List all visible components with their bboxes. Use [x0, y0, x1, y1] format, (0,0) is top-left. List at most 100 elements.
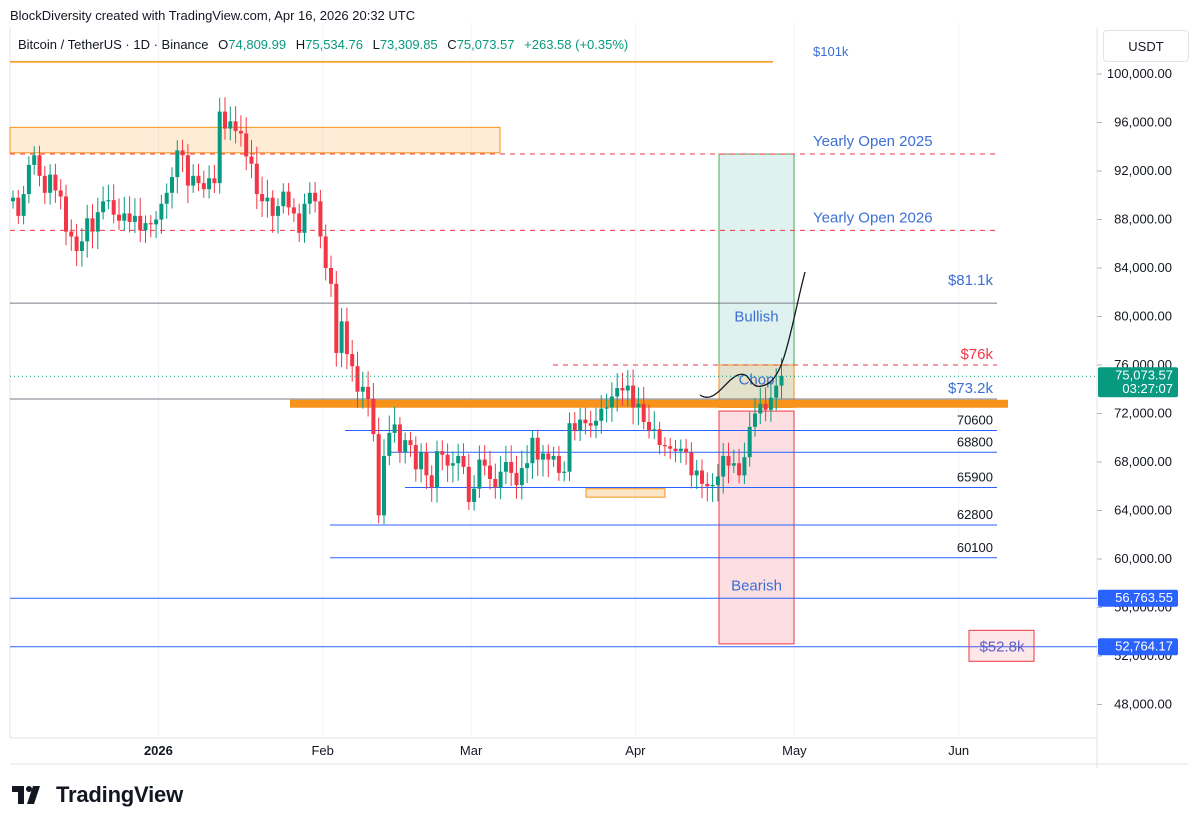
candle-body [244, 133, 249, 157]
currency-unit-button[interactable]: USDT [1103, 30, 1189, 62]
candle-body [556, 455, 561, 473]
level-label: 62800 [957, 507, 993, 522]
level-label: 60100 [957, 540, 993, 555]
candle-body [106, 200, 111, 202]
candle-body [710, 485, 715, 487]
candle-body [196, 175, 201, 184]
candle-body [519, 468, 524, 486]
candle-body [201, 183, 206, 190]
tradingview-brand[interactable]: TradingView [12, 782, 183, 808]
candle-body [594, 420, 598, 426]
candle-body [249, 156, 254, 164]
candle-body [493, 478, 498, 488]
y-tick-label: 96,000.00 [1114, 115, 1172, 130]
candle-body [48, 174, 53, 193]
candle-body [16, 197, 21, 216]
y-tick-label: 48,000.00 [1114, 697, 1172, 712]
candle-body [11, 197, 15, 202]
candle-body [715, 476, 720, 486]
candle-body [726, 455, 731, 466]
candle-body [694, 470, 699, 476]
zone-label: Bullish [734, 308, 778, 325]
candle-body [302, 203, 307, 233]
candle-body [85, 218, 90, 242]
low-value: 73,309.85 [379, 37, 438, 52]
candlestick-chart[interactable]: 100,000.00 96,000.00 92,000.00 88,000.00 84,… [0, 0, 1200, 770]
candle-body [159, 203, 164, 220]
candle-body [572, 423, 577, 431]
candle-body [705, 483, 710, 487]
y-tick-label: 68,000.00 [1114, 454, 1172, 469]
candle-body [228, 121, 233, 129]
symbol-name[interactable]: Bitcoin / TetherUS · 1D · Binance [18, 37, 209, 52]
candle-body [466, 466, 471, 503]
candle-body [260, 194, 265, 202]
candle-body [95, 212, 100, 232]
zone-label: Bearish [731, 578, 782, 595]
candle-body [615, 388, 620, 397]
zone-box [9, 126, 501, 154]
candle-body [567, 423, 572, 472]
candle-body [482, 459, 487, 466]
y-tick-label: 92,000.00 [1114, 163, 1172, 178]
candle-body [313, 192, 318, 202]
level-label: $73.2k [948, 380, 994, 397]
candle-body [334, 283, 339, 353]
open-value: 74,809.99 [228, 37, 287, 52]
candle-body [281, 191, 286, 207]
level-label: 65900 [957, 469, 993, 484]
candle-body [58, 190, 63, 197]
candle-body [429, 475, 434, 488]
candle-body [662, 445, 667, 447]
x-tick-label: 2026 [144, 743, 173, 758]
level-label: Yearly Open 2026 [813, 209, 933, 226]
candle-body [541, 453, 545, 460]
candle-body [318, 201, 323, 237]
candle-body [291, 207, 296, 214]
candle-body [265, 197, 270, 202]
candle-body [445, 454, 450, 466]
candle-body [599, 408, 604, 421]
candle-body [64, 196, 68, 232]
candle-body [758, 403, 763, 414]
candle-body [498, 471, 503, 488]
candle-body [424, 452, 429, 476]
candle-body [700, 470, 704, 484]
annotation-box [968, 629, 1035, 662]
candle-body [307, 192, 312, 204]
candle-body [753, 413, 757, 427]
price-badge [1098, 367, 1178, 398]
candle-body [509, 462, 514, 473]
candle-body [525, 463, 530, 469]
candle-body [578, 419, 583, 431]
candle-body [238, 130, 243, 134]
y-tick-label: 84,000.00 [1114, 260, 1172, 275]
y-tick-label: 60,000.00 [1114, 551, 1172, 566]
candle-body [180, 150, 185, 156]
candle-body [355, 366, 360, 392]
candle-body [546, 453, 551, 460]
zone-box [585, 488, 666, 498]
candle-body [387, 432, 392, 456]
candle-body [397, 424, 402, 453]
candle-body [164, 192, 169, 204]
zone-box [718, 153, 795, 402]
candle-body [641, 403, 646, 422]
candle-body [53, 174, 58, 191]
candle-body [132, 215, 137, 222]
candle-body [42, 175, 47, 193]
candle-body [461, 455, 466, 467]
level-label: 68800 [957, 434, 993, 449]
price-badge-countdown: 03:27:07 [1122, 381, 1173, 396]
chart-attribution: BlockDiversity created with TradingView.… [10, 8, 416, 23]
candle-body [37, 155, 42, 176]
candle-body [207, 178, 212, 190]
candle-body [684, 448, 689, 453]
candle-body [413, 445, 418, 470]
candle-body [276, 206, 280, 216]
candle-body [450, 463, 455, 466]
candle-body [588, 423, 593, 426]
candle-body [774, 385, 779, 398]
candle-body [652, 429, 657, 431]
candle-body [21, 194, 26, 216]
